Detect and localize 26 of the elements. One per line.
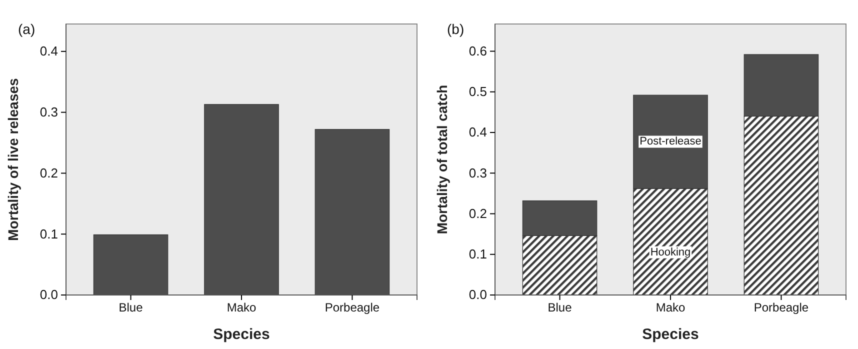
x-tick-label: Porbeagle <box>324 300 380 315</box>
series-label: Post-release <box>640 136 702 148</box>
x-tick-label: Porbeagle <box>754 300 809 315</box>
x-axis-title: Species <box>213 326 270 343</box>
y-tick-label: 0.0 <box>468 287 487 302</box>
series-label: Hooking <box>650 246 691 258</box>
x-tick-label: Mako <box>226 300 256 315</box>
y-tick-label: 0.1 <box>40 226 58 242</box>
x-axis-title: Species <box>642 326 699 343</box>
y-tick-label: 0.5 <box>468 84 487 100</box>
x-tick-label: Blue <box>548 300 572 315</box>
y-tick-label: 0.1 <box>468 246 487 262</box>
y-tick-label: 0.4 <box>40 44 58 59</box>
y-tick-label: 0.6 <box>468 43 487 58</box>
chart-title: (b) <box>447 21 464 37</box>
y-tick-label: 0.2 <box>40 165 58 180</box>
x-tick-label: Blue <box>118 300 144 315</box>
chart-title: (a) <box>18 21 36 37</box>
y-tick-label: 0.2 <box>468 206 487 221</box>
x-tick-label: Mako <box>656 300 686 315</box>
y-tick-label: 0.3 <box>468 165 487 180</box>
y-axis-title: Mortality of total catch <box>434 84 450 234</box>
y-tick-label: 0.0 <box>40 287 58 302</box>
y-tick-label: 0.3 <box>40 104 58 120</box>
y-tick-label: 0.4 <box>468 124 487 140</box>
y-axis-title: Mortality of live releases <box>5 78 21 241</box>
